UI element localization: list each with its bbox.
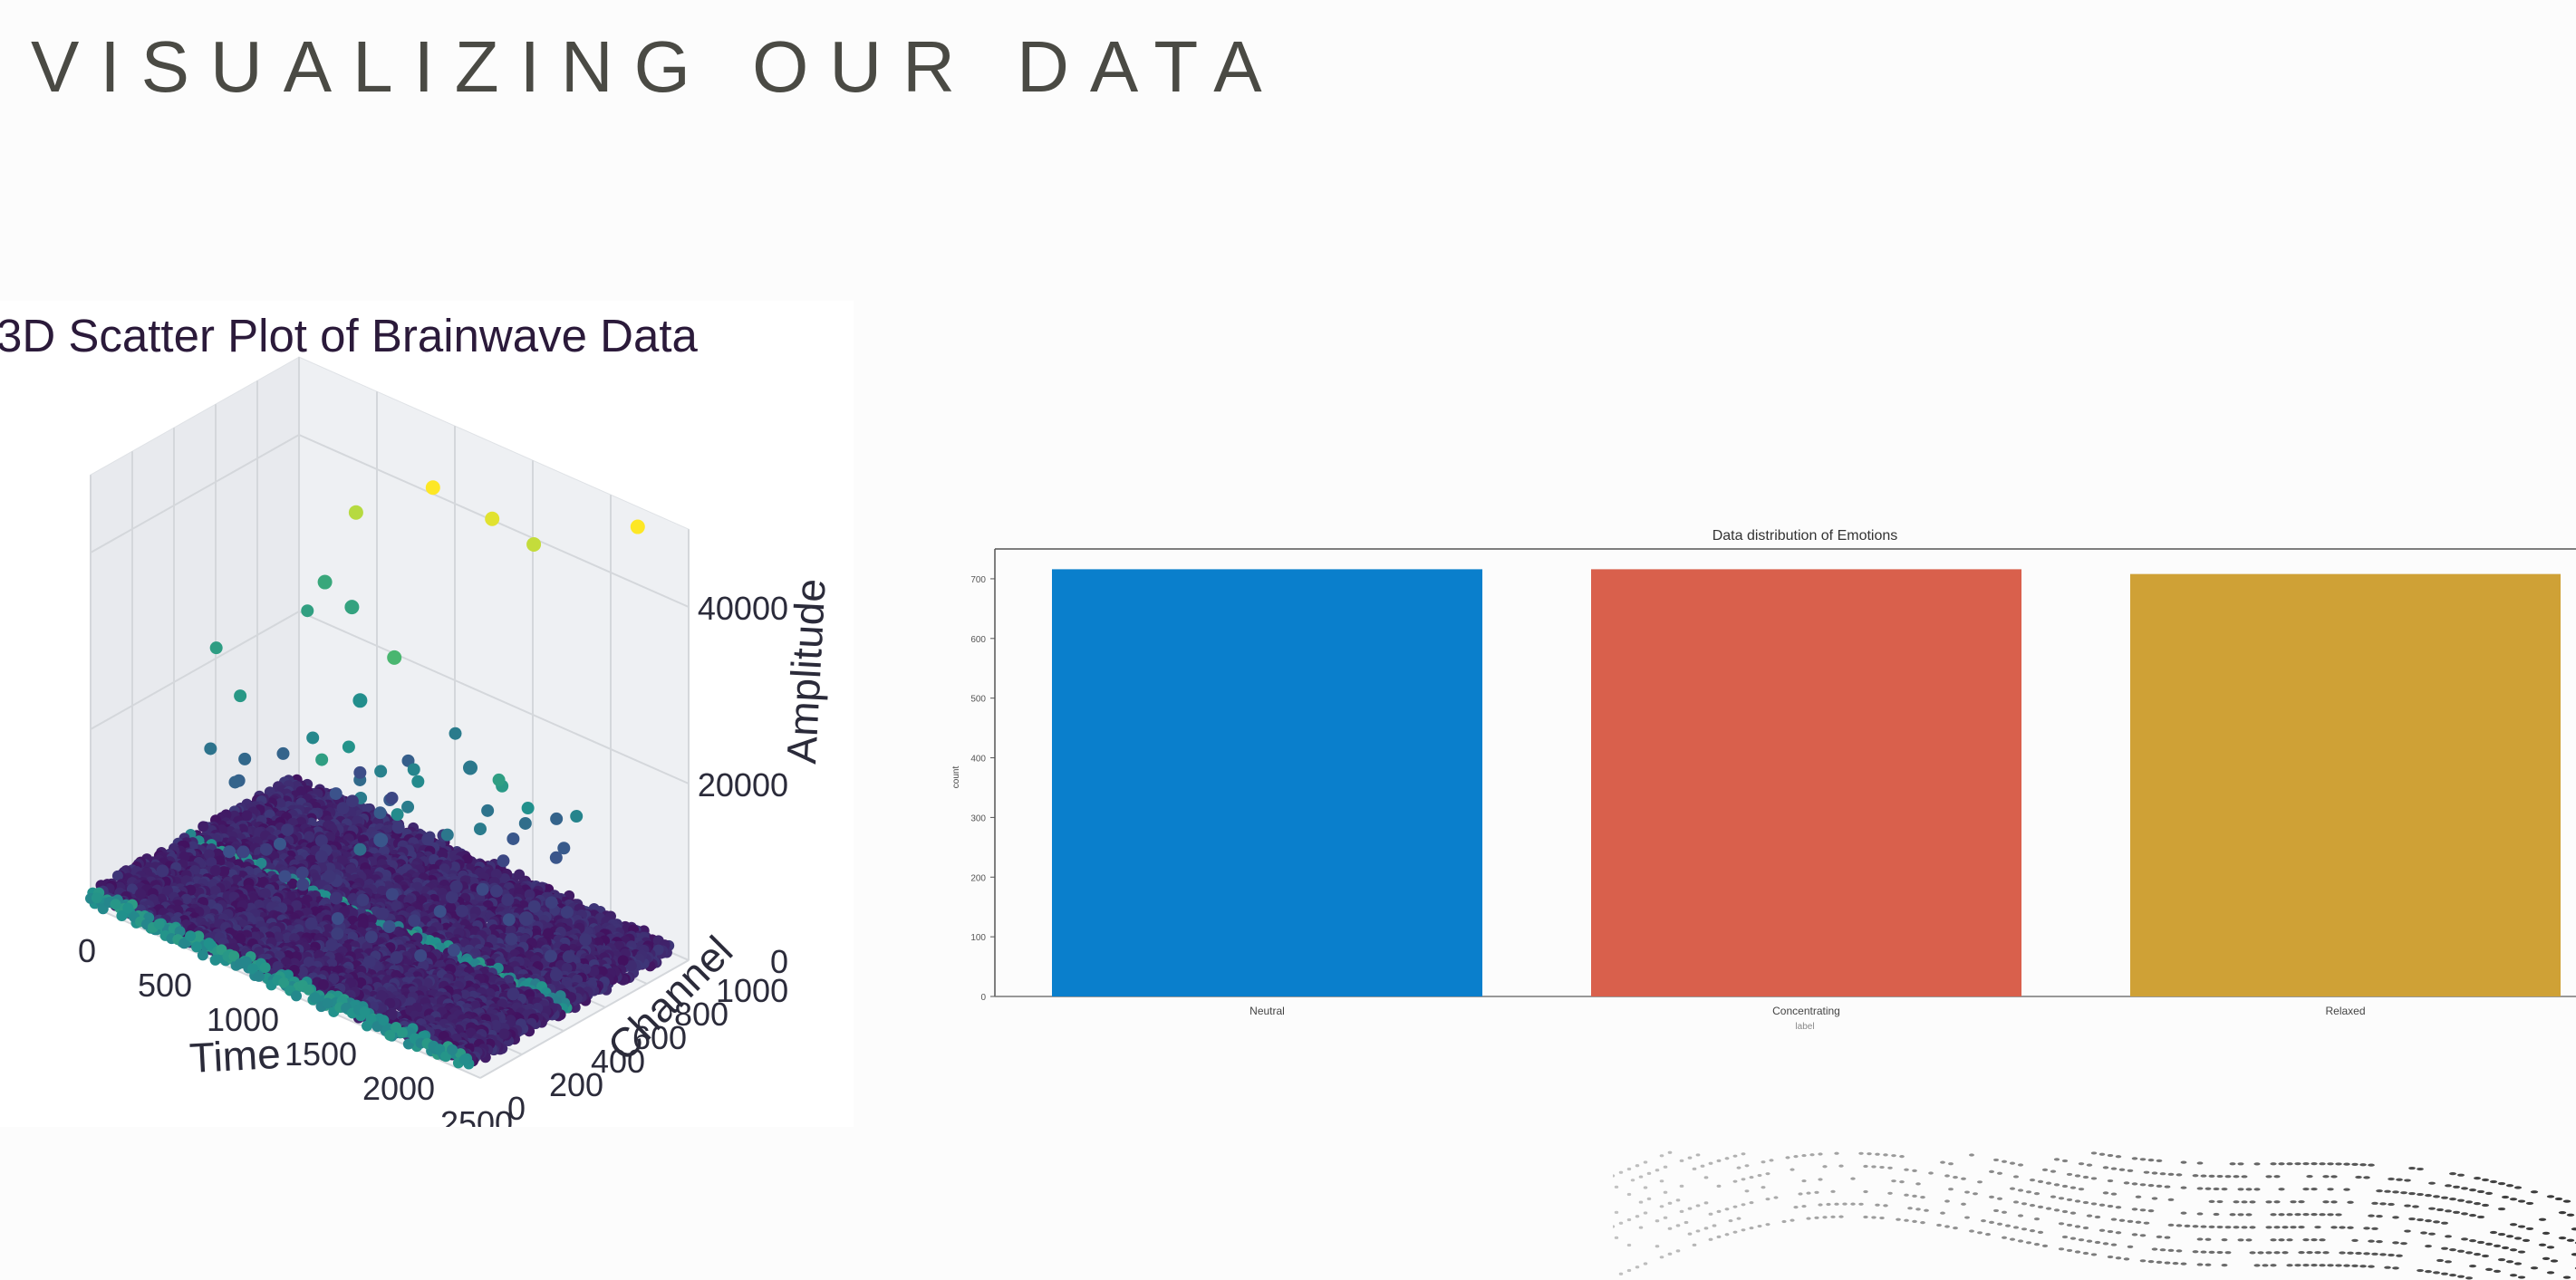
data-point xyxy=(209,865,221,877)
scatter-plot-panel: 3D Scatter Plot of Brainwave Data 0 500 10… xyxy=(0,301,854,1127)
data-point xyxy=(617,955,629,967)
grid-line-z-side xyxy=(90,611,300,730)
data-point xyxy=(449,861,460,873)
slide-title: VISUALIZING OUR DATA xyxy=(31,26,1283,107)
data-point xyxy=(461,853,473,865)
scatter-chart-title: 3D Scatter Plot of Brainwave Data xyxy=(0,310,699,361)
scatter-points xyxy=(85,480,675,1070)
scatter-3d-chart: 3D Scatter Plot of Brainwave Data 050010… xyxy=(0,310,835,1127)
grid-line-z-back xyxy=(298,611,690,784)
data-point xyxy=(524,889,535,900)
grid-line-z-side xyxy=(90,434,300,553)
data-point xyxy=(625,960,637,972)
data-point xyxy=(652,944,664,956)
data-point xyxy=(498,1028,510,1040)
data-point xyxy=(275,798,286,810)
data-point xyxy=(198,821,209,832)
grid-line-x-floor xyxy=(479,959,690,1079)
data-point xyxy=(437,849,449,861)
